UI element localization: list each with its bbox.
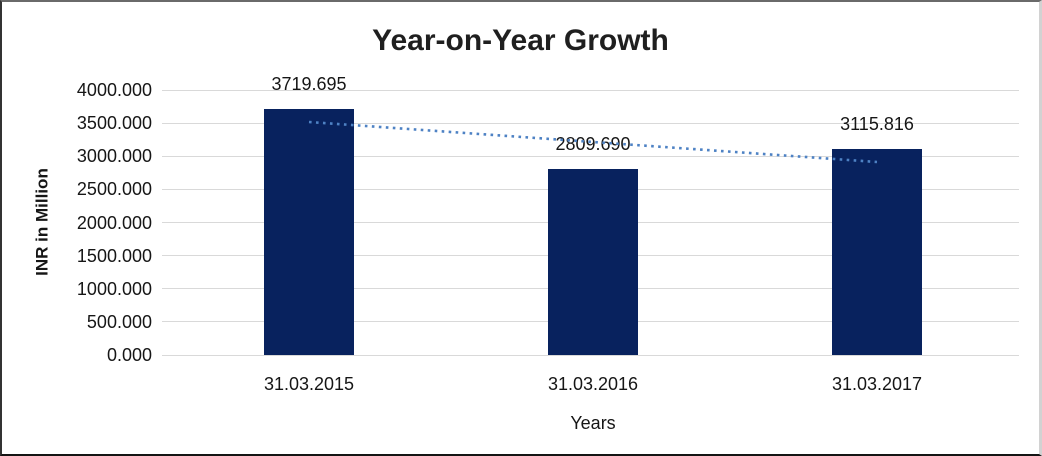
bar-value-label: 3115.816 (840, 113, 914, 134)
y-tick-label: 3500.000 (76, 113, 152, 134)
x-tick-label: 31.03.2015 (263, 374, 355, 394)
bar-value-label: 2809.690 (555, 133, 631, 154)
y-tick-label: 1500.000 (76, 245, 152, 266)
chart-title: Year-on-Year Growth (372, 24, 669, 57)
bar-value-label: 3719.695 (271, 73, 347, 94)
plot-area: 3719.695 2809.690 3115.816 (162, 74, 1019, 356)
y-tick-label: 4000.000 (76, 80, 152, 100)
y-tick-label: 2500.000 (76, 179, 152, 200)
x-axis-title: Years (570, 413, 616, 433)
y-tick-label: 500.000 (86, 311, 152, 332)
x-tick-label: 31.03.2016 (547, 374, 639, 394)
x-tick-label: 31.03.2017 (831, 374, 923, 394)
bar (832, 148, 922, 355)
bar (264, 108, 354, 355)
y-gridline (162, 89, 1019, 91)
y-tick-label: 0.000 (106, 345, 152, 365)
y-tick-label: 3000.000 (76, 146, 152, 167)
y-gridline (162, 354, 1019, 356)
y-tick-label: 1000.000 (76, 278, 152, 299)
bar (548, 168, 638, 355)
y-tick-label: 2000.000 (76, 212, 152, 233)
